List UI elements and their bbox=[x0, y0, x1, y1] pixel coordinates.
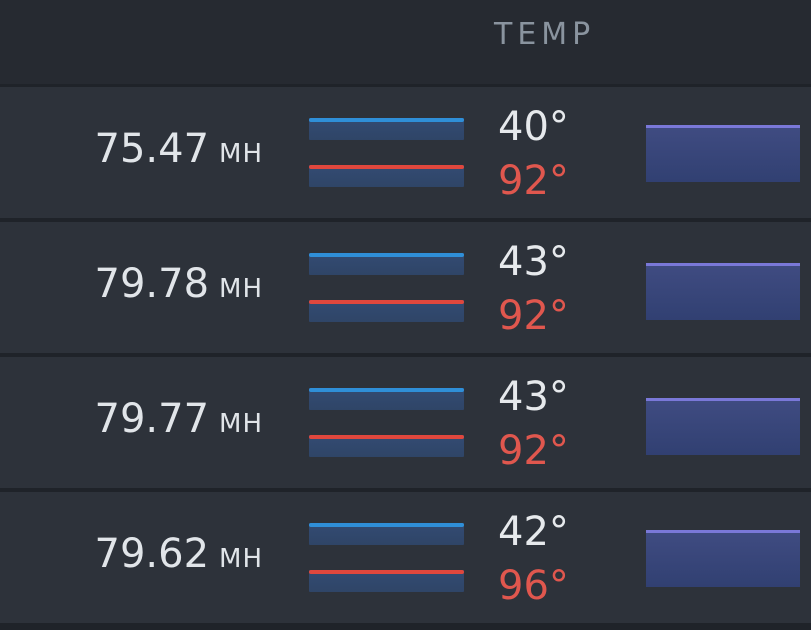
hashrate: 79.77 MH bbox=[95, 399, 264, 439]
hashrate-unit: MH bbox=[219, 139, 263, 169]
hashrate-unit: MH bbox=[219, 544, 263, 574]
hashrate-value: 79.62 bbox=[94, 531, 210, 577]
mini-chart-line bbox=[646, 263, 800, 266]
temp-high-value: 92° bbox=[498, 158, 569, 204]
temp-high-sparkline-line bbox=[309, 435, 464, 439]
gpu-row: 75.47 MH 40° 92° bbox=[0, 87, 811, 218]
temp-low-sparkline bbox=[309, 388, 464, 410]
temp-low-value: 40° bbox=[498, 104, 569, 150]
mini-chart-line bbox=[646, 398, 800, 401]
temp-low-sparkline-line bbox=[309, 253, 464, 257]
hashrate-value: 75.47 bbox=[94, 126, 210, 172]
temp-low-value: 43° bbox=[498, 239, 569, 285]
gpu-row: 79.78 MH 43° 92° bbox=[0, 222, 811, 353]
hashrate-value: 79.77 bbox=[94, 396, 210, 442]
mini-chart bbox=[646, 263, 800, 320]
temp-high-sparkline bbox=[309, 300, 464, 322]
temp-high-value: 92° bbox=[498, 293, 569, 339]
mini-chart bbox=[646, 398, 800, 455]
temp-column-header: TEMP bbox=[494, 17, 596, 52]
temp-low-sparkline bbox=[309, 118, 464, 140]
temp-high-value: 96° bbox=[498, 563, 569, 609]
temp-low-sparkline bbox=[309, 523, 464, 545]
mini-chart-line bbox=[646, 530, 800, 533]
hashrate: 79.62 MH bbox=[95, 534, 264, 574]
temp-low-value: 43° bbox=[498, 374, 569, 420]
hashrate-unit: MH bbox=[219, 274, 263, 304]
mini-chart-line bbox=[646, 125, 800, 128]
mini-chart bbox=[646, 530, 800, 587]
temp-low-sparkline-line bbox=[309, 523, 464, 527]
temp-high-sparkline-line bbox=[309, 570, 464, 574]
temp-low-sparkline bbox=[309, 253, 464, 275]
temp-high-sparkline-line bbox=[309, 165, 464, 169]
mini-chart bbox=[646, 125, 800, 182]
hashrate-unit: MH bbox=[219, 409, 263, 439]
temp-low-sparkline-line bbox=[309, 388, 464, 392]
temp-low-value: 42° bbox=[498, 509, 569, 555]
temp-high-sparkline bbox=[309, 165, 464, 187]
temp-low-sparkline-line bbox=[309, 118, 464, 122]
gpu-row: 79.62 MH 42° 96° bbox=[0, 492, 811, 623]
table-header: TEMP bbox=[0, 0, 811, 84]
temp-high-value: 92° bbox=[498, 428, 569, 474]
gpu-row: 79.77 MH 43° 92° bbox=[0, 357, 811, 488]
hashrate-value: 79.78 bbox=[94, 261, 210, 307]
temp-high-sparkline bbox=[309, 570, 464, 592]
temp-high-sparkline bbox=[309, 435, 464, 457]
hashrate: 75.47 MH bbox=[95, 129, 264, 169]
hashrate: 79.78 MH bbox=[95, 264, 264, 304]
temp-high-sparkline-line bbox=[309, 300, 464, 304]
